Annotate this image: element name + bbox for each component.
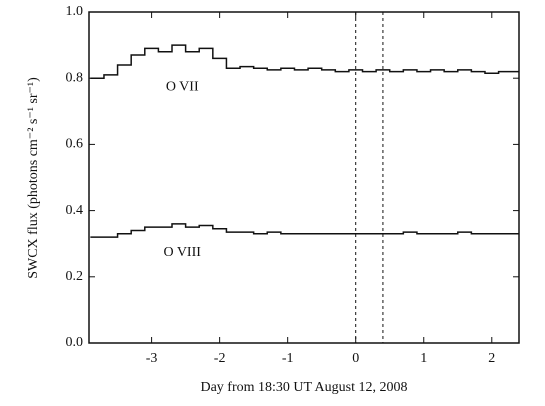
x-tick-label: -2: [214, 351, 226, 366]
x-axis-label: Day from 18:30 UT August 12, 2008: [200, 380, 407, 395]
x-tick-label: 2: [488, 351, 495, 366]
y-axis-label: SWCX flux (photons cm⁻² s⁻¹ sr⁻¹): [26, 77, 41, 279]
x-tick-label: -3: [146, 351, 158, 366]
series-label: O VII: [166, 79, 199, 94]
y-tick-label: 1.0: [66, 4, 84, 19]
y-tick-label: 0.8: [66, 70, 84, 85]
y-tick-label: 0.4: [66, 203, 84, 218]
x-tick-label: 1: [420, 351, 427, 366]
y-tick-label: 0.2: [66, 269, 84, 284]
y-tick-label: 0.0: [66, 335, 84, 350]
series-line: [90, 223, 519, 238]
y-tick-label: 0.6: [66, 137, 84, 152]
series-label: O VIII: [163, 245, 201, 260]
plot-frame: [88, 11, 520, 344]
x-tick-label: -1: [282, 351, 294, 366]
x-tick-label: 0: [352, 351, 359, 366]
series-line: [90, 44, 519, 79]
